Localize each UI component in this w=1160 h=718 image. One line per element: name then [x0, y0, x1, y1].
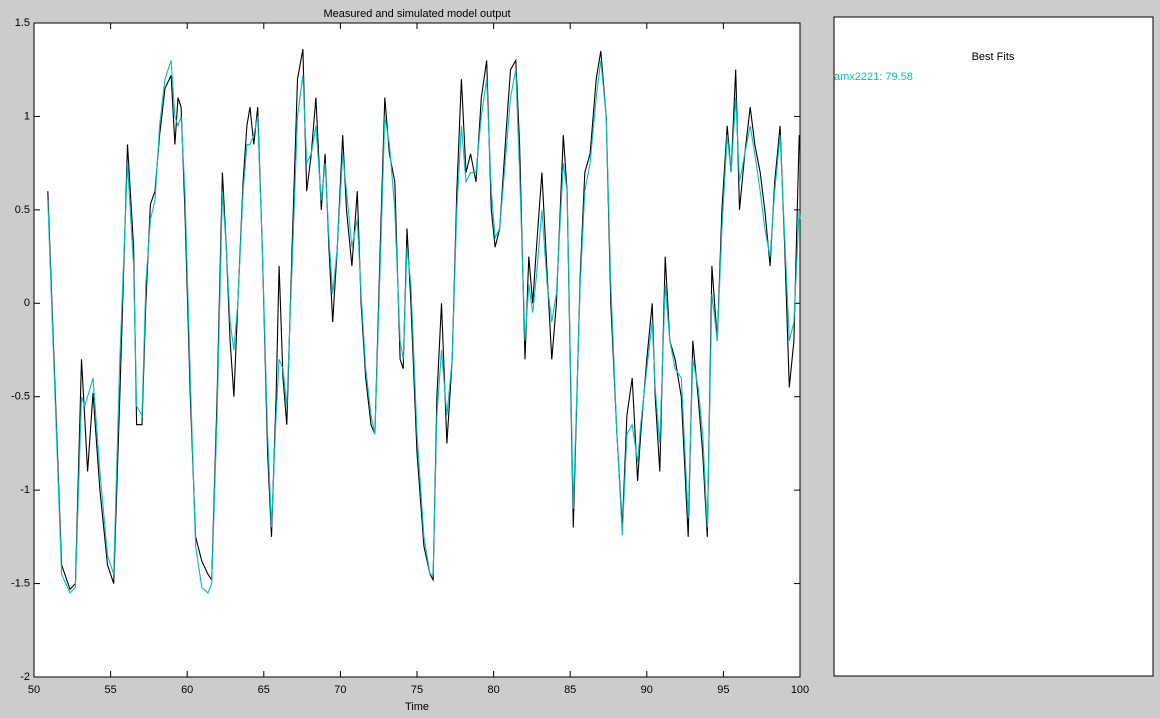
- x-tick-label: 60: [181, 684, 193, 696]
- x-tick-label: 50: [28, 684, 40, 696]
- y-tick-label: -2: [20, 671, 30, 683]
- x-tick-label: 70: [334, 684, 346, 696]
- best-fits-panel: [833, 16, 1154, 677]
- x-tick-label: 90: [641, 684, 653, 696]
- series-line: [47, 60, 801, 594]
- x-tick-label: 80: [487, 684, 499, 696]
- plot-area: [33, 22, 801, 678]
- x-tick-label: 55: [104, 684, 116, 696]
- y-tick-label: -0.5: [11, 391, 30, 403]
- best-fit-entry: amx2221: 79.58: [834, 71, 913, 83]
- x-axis-label: Time: [405, 701, 429, 713]
- y-tick-label: -1.5: [11, 577, 30, 589]
- chart-title: Measured and simulated model output: [323, 8, 510, 20]
- y-tick-label: 1: [24, 110, 30, 122]
- y-tick-label: 1.5: [15, 17, 30, 29]
- x-tick-label: 75: [411, 684, 423, 696]
- x-tick-label: 65: [258, 684, 270, 696]
- x-tick-label: 100: [791, 684, 809, 696]
- y-tick-label: -1: [20, 484, 30, 496]
- x-tick-label: 95: [717, 684, 729, 696]
- x-tick-label: 85: [564, 684, 576, 696]
- y-tick-label: 0: [24, 297, 30, 309]
- best-fits-title: Best Fits: [972, 51, 1015, 63]
- y-tick-label: 0.5: [15, 204, 30, 216]
